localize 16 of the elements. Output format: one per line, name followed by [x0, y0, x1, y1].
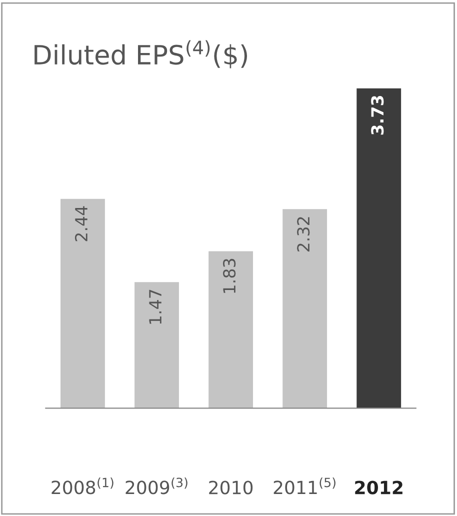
- x-tick-label: 2009$^{(3)}$: [126, 477, 188, 494]
- data-label: 2.32: [297, 217, 310, 252]
- data-label: 1.47: [149, 290, 162, 324]
- bar: [282, 209, 328, 408]
- data-label: 3.73: [371, 96, 384, 135]
- x-tick-label: 2012: [355, 480, 402, 494]
- chart-title: Diluted EPS$^{(4)}$($): [34, 40, 248, 68]
- x-tick-label: 2011$^{(5)}$: [274, 477, 336, 494]
- data-label: 2.44: [74, 206, 88, 242]
- x-tick-label: 2010: [209, 480, 253, 494]
- bar: [208, 251, 253, 408]
- x-tick-label: 2008$^{(1)}$: [52, 477, 114, 494]
- bar: [60, 198, 105, 408]
- data-label: 1.83: [223, 258, 236, 293]
- bar: [356, 88, 402, 408]
- bar: [134, 282, 179, 408]
